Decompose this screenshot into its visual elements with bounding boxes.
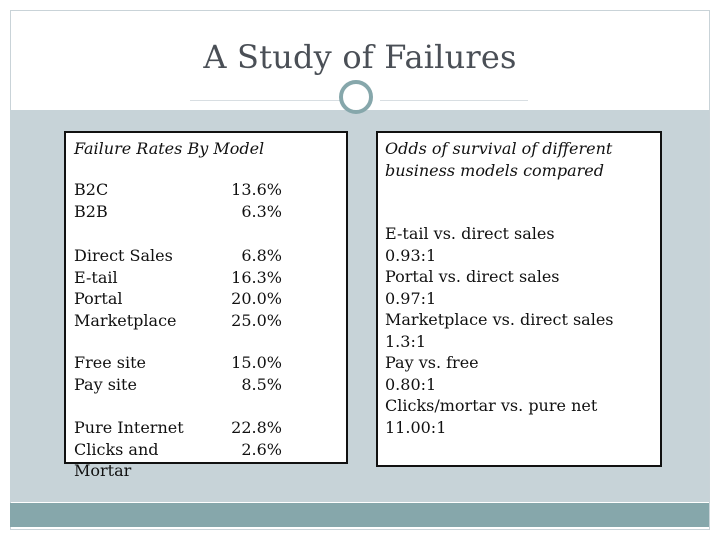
survival-odds-panel: Odds of survival of different business m… xyxy=(376,131,662,467)
circle-ornament-icon xyxy=(339,80,373,114)
group-internet-mix: Pure Internet 22.8% Clicks and Mortar 2.… xyxy=(74,417,324,482)
list-item: Portal vs. direct sales xyxy=(385,267,560,286)
row-label: B2C xyxy=(74,180,109,199)
row-value: 22.8% xyxy=(231,418,282,437)
row-value: 25.0% xyxy=(231,310,282,330)
footer-band xyxy=(10,503,709,527)
list-item: 11.00:1 xyxy=(385,417,447,437)
table-row: Clicks and Mortar 2.6% xyxy=(74,439,324,482)
group-sales-channels: Direct Sales 6.8% E-tail 16.3% Portal 20… xyxy=(74,245,324,331)
row-value: 15.0% xyxy=(231,353,282,372)
row-value: 6.3% xyxy=(241,201,282,221)
table-row: Pure Internet 22.8% xyxy=(74,417,324,439)
group-site-type: Free site 15.0% Pay site 8.5% xyxy=(74,352,324,395)
table-row: Free site 15.0% xyxy=(74,352,324,374)
row-value: 2.6% xyxy=(241,439,282,459)
list-item: 0.93:1 xyxy=(385,245,437,265)
slide-title: A Study of Failures xyxy=(203,38,517,76)
row-label: E-tail xyxy=(74,267,118,287)
group-b2c-b2b: B2C 13.6% B2B 6.3% xyxy=(74,179,324,222)
row-value: 13.6% xyxy=(231,180,282,199)
table-row: Pay site 8.5% xyxy=(74,374,324,396)
list-item: Clicks/mortar vs. pure net xyxy=(385,396,598,415)
row-value: 20.0% xyxy=(231,289,282,308)
row-label: Direct Sales xyxy=(74,246,173,265)
row-label: Free site xyxy=(74,353,146,372)
row-label: Clicks and Mortar xyxy=(74,439,159,481)
list-item: 0.97:1 xyxy=(385,288,437,308)
survival-odds-heading: Odds of survival of different business m… xyxy=(385,139,613,180)
table-row: Direct Sales 6.8% xyxy=(74,245,324,267)
row-label: B2B xyxy=(74,201,108,221)
table-row: B2C 13.6% xyxy=(74,179,324,201)
row-label: Pay site xyxy=(74,374,137,394)
failure-rates-panel: Failure Rates By Model B2C 13.6% B2B 6.3… xyxy=(64,131,348,480)
row-value: 8.5% xyxy=(241,374,282,394)
table-row: E-tail 16.3% xyxy=(74,267,324,289)
list-item: Pay vs. free xyxy=(385,353,479,372)
row-label: Marketplace xyxy=(74,310,177,330)
odds-list: E-tail vs. direct sales 0.93:1 Portal vs… xyxy=(385,223,655,438)
row-label: Pure Internet xyxy=(74,418,184,437)
list-item: 1.3:1 xyxy=(385,331,427,351)
row-value: 16.3% xyxy=(231,267,282,287)
table-row: Marketplace 25.0% xyxy=(74,310,324,332)
table-row: Portal 20.0% xyxy=(74,288,324,310)
row-value: 6.8% xyxy=(241,246,282,265)
title-divider-right xyxy=(380,100,528,101)
table-row: B2B 6.3% xyxy=(74,201,324,223)
failure-rates-heading: Failure Rates By Model xyxy=(74,139,265,158)
title-divider-left xyxy=(190,100,340,101)
list-item: 0.80:1 xyxy=(385,374,437,394)
row-label: Portal xyxy=(74,289,123,308)
list-item: E-tail vs. direct sales xyxy=(385,224,555,243)
list-item: Marketplace vs. direct sales xyxy=(385,310,614,329)
